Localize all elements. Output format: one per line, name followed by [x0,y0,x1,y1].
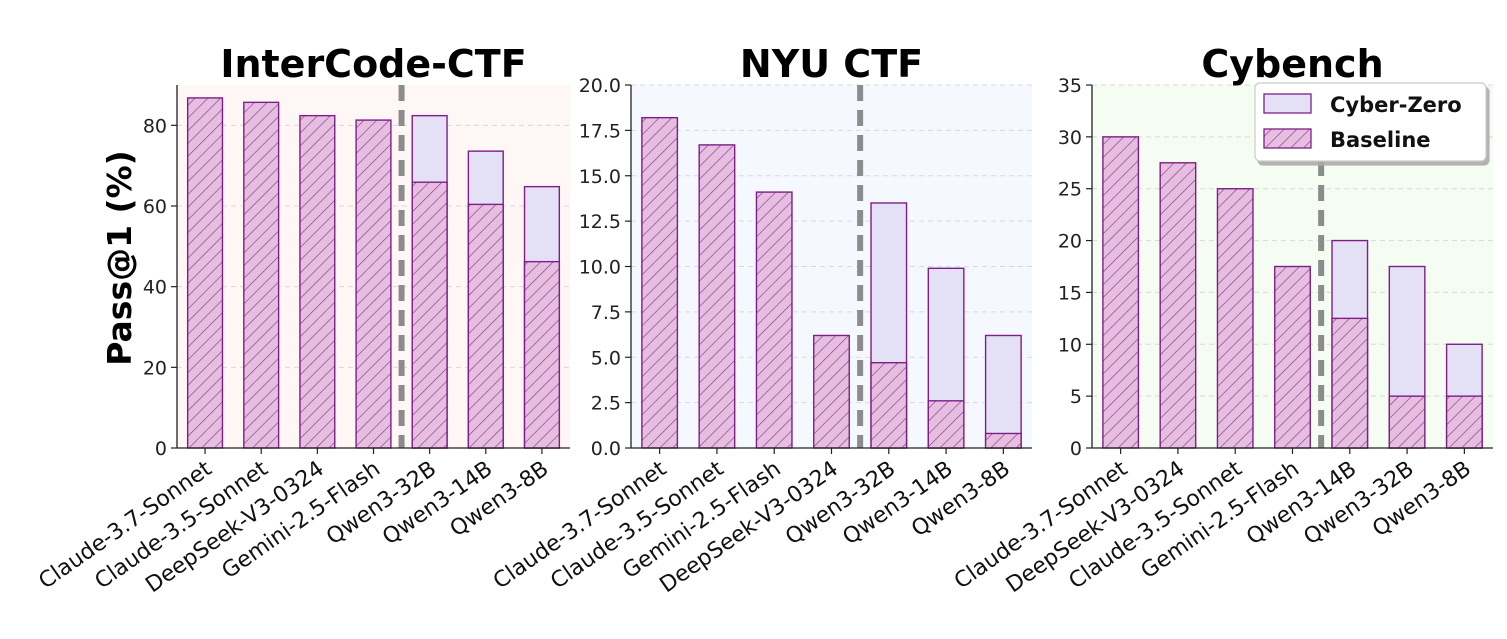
bar-baseline-qwen3-14b [467,203,504,449]
y-axis-label: Pass@1 (%) [100,150,139,366]
legend-swatch-cyber-zero [1263,93,1312,114]
legend: Cyber-Zero Baseline [1254,82,1487,162]
bar-cyber-zero-qwen3-8b [984,334,1022,449]
panel-title: Cybench [1201,42,1383,86]
bar-baseline-deepseek-v3-0324 [1159,162,1197,449]
legend-swatch-baseline [1263,128,1312,149]
bar-baseline-claude-3-5-sonnet [243,101,280,449]
y-tick-label: 35 [1058,75,1082,97]
y-tick-label: 0 [155,438,167,460]
bar-baseline-qwen3-8b [984,432,1022,449]
bar-baseline-qwen3-14b [1331,317,1369,449]
y-tick-label: 12.5 [579,211,621,233]
bar-baseline-qwen3-8b [1445,395,1483,449]
y-tick-label: 0 [1070,438,1082,460]
legend-frame [1254,82,1487,162]
bar-baseline-deepseek-v3-0324 [299,114,336,449]
bar-baseline-qwen3-32b [411,181,448,449]
bar-baseline-qwen3-8b [523,260,561,449]
bar-baseline-claude-3-7-sonnet [186,97,224,449]
y-tick-label: 30 [1058,127,1082,149]
y-tick-label: 40 [143,277,167,299]
y-tick-label: 0.0 [591,438,621,460]
y-tick-label: 25 [1058,179,1082,201]
y-tick-label: 20 [143,357,167,379]
y-tick-label: 2.5 [591,393,621,415]
panel-title: InterCode-CTF [220,42,526,86]
bar-baseline-gemini-2-5-flash [755,191,793,449]
panel-nyu-ctf: 0.02.55.07.510.012.515.017.520.0Claude-3… [489,42,1032,598]
y-tick-label: 5 [1070,386,1082,408]
bar-baseline-claude-3-5-sonnet [1216,188,1254,449]
y-tick-label: 10.0 [579,257,621,279]
y-tick-label: 10 [1058,334,1082,356]
bar-baseline-qwen3-32b [1388,395,1426,449]
y-tick-label: 60 [143,196,167,218]
legend-label-cyber-zero: Cyber-Zero [1330,93,1462,117]
y-tick-label: 5.0 [591,347,621,369]
panel-cybench: 05101520253035Claude-3.7-SonnetDeepSeek-… [950,42,1493,598]
bar-baseline-claude-3-7-sonnet [1102,136,1140,449]
y-tick-label: 17.5 [579,120,621,142]
y-tick-label: 80 [143,115,167,137]
bar-baseline-claude-3-7-sonnet [641,116,679,449]
bar-baseline-claude-3-5-sonnet [698,144,736,449]
bar-baseline-deepseek-v3-0324 [813,334,850,449]
bar-baseline-qwen3-32b [870,361,908,449]
bar-baseline-gemini-2-5-flash [355,119,392,449]
y-tick-label: 20 [1058,231,1082,253]
panel-title: NYU CTF [740,42,923,86]
legend-label-baseline: Baseline [1330,128,1431,152]
y-tick-label: 15 [1058,282,1082,304]
y-tick-label: 7.5 [591,302,621,324]
bar-baseline-gemini-2-5-flash [1274,265,1311,449]
y-tick-label: 20.0 [579,75,621,97]
y-tick-label: 15.0 [579,166,621,188]
bar-baseline-qwen3-14b [927,400,965,449]
